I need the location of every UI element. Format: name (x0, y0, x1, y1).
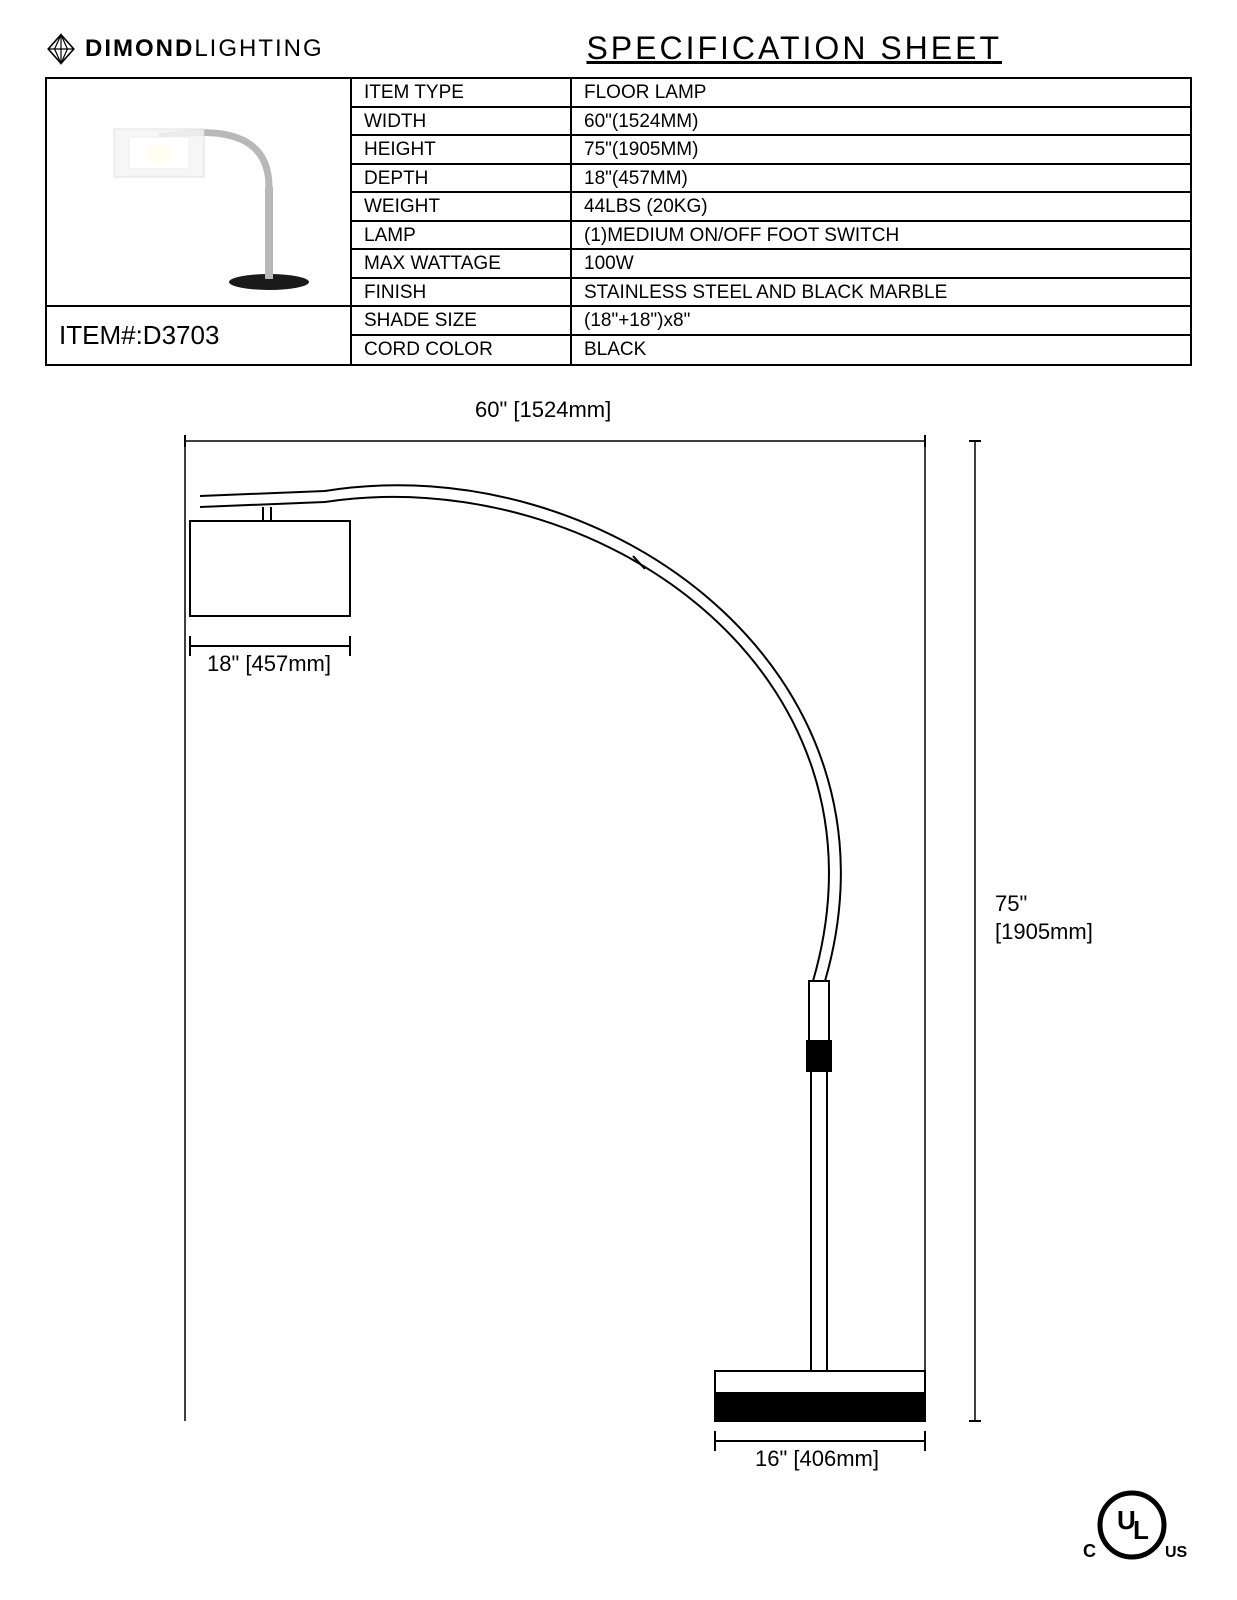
spec-value: (18"+18")x8" (572, 307, 1190, 334)
spec-label: WIDTH (352, 108, 572, 135)
spec-label: CORD COLOR (352, 336, 572, 365)
spec-row: MAX WATTAGE100W (352, 250, 1190, 279)
dim-width: 60" [1524mm] (475, 397, 611, 423)
diamond-icon (45, 33, 77, 65)
spec-label: MAX WATTAGE (352, 250, 572, 277)
spec-row: CORD COLORBLACK (352, 336, 1190, 365)
technical-diagram: 60" [1524mm] 18" [457mm] 75" [1905mm] 16… (45, 391, 1192, 1491)
brand-bold: DIMOND (85, 35, 194, 62)
spec-row: DEPTH18"(457MM) (352, 165, 1190, 194)
dim-base: 16" [406mm] (755, 1446, 879, 1472)
spec-row: HEIGHT75"(1905MM) (352, 136, 1190, 165)
spec-label: ITEM TYPE (352, 79, 572, 106)
dim-shade: 18" [457mm] (207, 651, 331, 677)
spec-table: ITEM#:D3703 ITEM TYPE FLOOR LAMPWIDTH60"… (45, 77, 1192, 366)
spec-value: BLACK (572, 336, 1190, 365)
spec-left-column: ITEM#:D3703 (47, 79, 352, 364)
spec-row: SHADE SIZE(18"+18")x8" (352, 307, 1190, 336)
spec-value: FLOOR LAMP (572, 79, 1190, 106)
product-image (47, 79, 350, 307)
spec-label: LAMP (352, 222, 572, 249)
spec-label: HEIGHT (352, 136, 572, 163)
svg-text:L: L (1133, 1515, 1149, 1545)
spec-value: 60"(1524MM) (572, 108, 1190, 135)
spec-row: WEIGHT44LBS (20KG) (352, 193, 1190, 222)
item-number-value: D3703 (143, 320, 220, 351)
ul-us: US (1165, 1544, 1187, 1561)
spec-value: 75"(1905MM) (572, 136, 1190, 163)
ul-certification-logo: U L C US (1077, 1485, 1187, 1570)
ul-c: C (1083, 1541, 1096, 1561)
brand-light: LIGHTING (194, 35, 323, 62)
spec-row: LAMP(1)MEDIUM ON/OFF FOOT SWITCH (352, 222, 1190, 251)
spec-value: STAINLESS STEEL AND BLACK MARBLE (572, 279, 1190, 306)
spec-value: (1)MEDIUM ON/OFF FOOT SWITCH (572, 222, 1190, 249)
spec-label: FINISH (352, 279, 572, 306)
dim-height-2: [1905mm] (995, 919, 1093, 945)
item-number-label: ITEM#: (59, 320, 143, 351)
spec-right-column: ITEM TYPE FLOOR LAMPWIDTH60"(1524MM)HEIG… (352, 79, 1190, 364)
item-number: ITEM#:D3703 (47, 307, 350, 364)
spec-label: WEIGHT (352, 193, 572, 220)
spec-value: 44LBS (20KG) (572, 193, 1190, 220)
spec-value: 100W (572, 250, 1190, 277)
header: DIMONDLIGHTING SPECIFICATION SHEET (45, 30, 1192, 67)
spec-row: WIDTH60"(1524MM) (352, 108, 1190, 137)
dim-height-1: 75" (995, 891, 1027, 917)
brand-name: DIMONDLIGHTING (85, 35, 324, 63)
brand-logo: DIMONDLIGHTING (45, 33, 324, 65)
spec-row: FINISHSTAINLESS STEEL AND BLACK MARBLE (352, 279, 1190, 308)
spec-label: DEPTH (352, 165, 572, 192)
spec-value: 18"(457MM) (572, 165, 1190, 192)
page-title: SPECIFICATION SHEET (586, 30, 1002, 67)
spec-label: SHADE SIZE (352, 307, 572, 334)
spec-row: ITEM TYPE FLOOR LAMP (352, 79, 1190, 108)
